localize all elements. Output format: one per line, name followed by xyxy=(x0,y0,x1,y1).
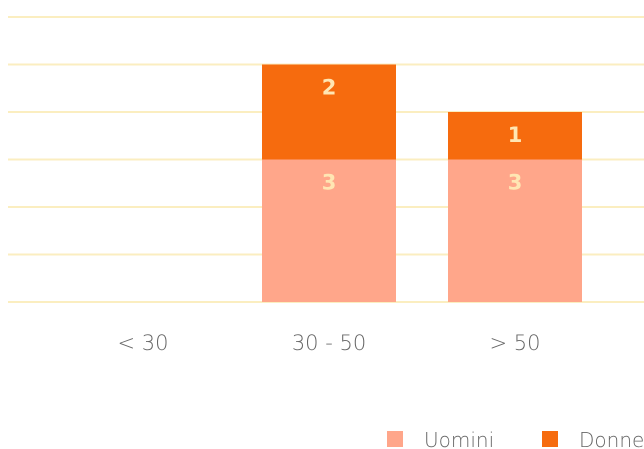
legend-label: Donne xyxy=(579,428,644,449)
bars xyxy=(262,64,582,302)
legend-item-uomini[interactable]: Uomini xyxy=(387,428,494,449)
legend-item-donne[interactable]: Donne xyxy=(542,428,644,449)
x-axis-tick-labels: < 30 30 - 50 > 50 xyxy=(118,331,541,355)
data-label-donne-1: 2 xyxy=(322,76,337,100)
legend: Uomini Donne xyxy=(387,428,644,449)
legend-swatch xyxy=(542,431,558,447)
data-label-uomini-2: 3 xyxy=(508,171,523,195)
bar-uomini-2 xyxy=(448,159,582,302)
legend-swatch xyxy=(387,431,403,447)
x-tick-label: 30 - 50 xyxy=(292,331,366,355)
bar-donne-1 xyxy=(262,64,396,160)
x-tick-label: < 30 xyxy=(118,331,169,355)
data-labels: 3 2 3 1 xyxy=(322,76,523,195)
legend-label: Uomini xyxy=(424,428,494,449)
x-tick-label: > 50 xyxy=(490,331,541,355)
data-label-donne-2: 1 xyxy=(508,123,523,147)
bar-donne-2 xyxy=(448,112,582,160)
bar-uomini-1 xyxy=(262,159,396,302)
data-label-uomini-1: 3 xyxy=(322,171,337,195)
